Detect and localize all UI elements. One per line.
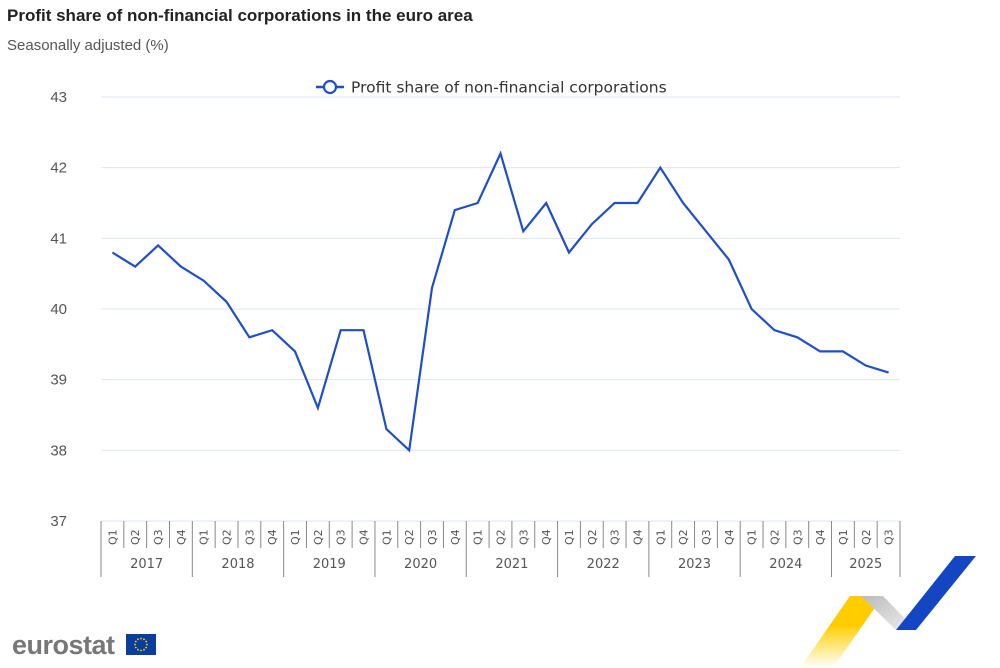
year-label: 2025 <box>849 557 882 572</box>
year-label: 2024 <box>769 557 802 572</box>
quarter-label: Q2 <box>221 529 234 545</box>
legend-marker-icon <box>322 79 338 95</box>
quarter-label: Q4 <box>723 529 736 545</box>
quarter-label: Q2 <box>495 529 508 545</box>
quarter-label: Q4 <box>631 529 644 545</box>
quarter-label: Q3 <box>335 529 348 545</box>
y-tick-label: 42 <box>50 160 67 177</box>
quarter-label: Q1 <box>198 529 211 545</box>
quarter-label: Q3 <box>791 529 804 545</box>
quarter-label: Q4 <box>814 529 827 545</box>
quarter-label: Q3 <box>152 529 165 545</box>
quarter-label: Q2 <box>129 529 142 545</box>
year-label: 2020 <box>404 557 437 572</box>
quarter-label: Q1 <box>654 529 667 545</box>
quarter-label: Q4 <box>358 529 371 545</box>
quarter-label: Q1 <box>837 529 850 545</box>
year-label: 2017 <box>130 557 163 572</box>
year-label: 2018 <box>221 557 254 572</box>
quarter-label: Q1 <box>106 529 119 545</box>
quarter-label: Q3 <box>700 529 713 545</box>
year-label: 2022 <box>587 557 620 572</box>
quarter-label: Q2 <box>860 529 873 545</box>
eu-flag-icon <box>126 634 156 655</box>
y-tick-label: 38 <box>50 442 67 459</box>
quarter-label: Q4 <box>175 529 188 545</box>
eurostat-logo: eurostat <box>12 630 115 660</box>
quarter-label: Q2 <box>312 529 325 545</box>
quarter-label: Q2 <box>403 529 416 545</box>
quarter-label: Q3 <box>243 529 256 545</box>
quarter-label: Q1 <box>746 529 759 545</box>
quarter-label: Q1 <box>563 529 576 545</box>
year-label: 2021 <box>495 557 528 572</box>
quarter-label: Q1 <box>380 529 393 545</box>
quarter-label: Q3 <box>609 529 622 545</box>
chart-subtitle: Seasonally adjusted (%) <box>7 37 169 54</box>
quarter-label: Q2 <box>677 529 690 545</box>
quarter-label: Q3 <box>426 529 439 545</box>
year-label: 2023 <box>678 557 711 572</box>
quarter-label: Q3 <box>883 529 896 545</box>
legend-label[interactable]: Profit share of non-financial corporatio… <box>351 79 667 97</box>
y-tick-label: 41 <box>50 230 67 247</box>
y-tick-label: 37 <box>50 513 67 530</box>
y-tick-label: 39 <box>50 372 67 389</box>
quarter-label: Q1 <box>289 529 302 545</box>
quarter-label: Q4 <box>449 529 462 545</box>
y-tick-label: 43 <box>50 89 67 106</box>
quarter-label: Q3 <box>517 529 530 545</box>
quarter-label: Q4 <box>266 529 279 545</box>
quarter-label: Q2 <box>768 529 781 545</box>
year-label: 2019 <box>313 557 346 572</box>
y-tick-label: 40 <box>50 301 67 318</box>
quarter-label: Q2 <box>586 529 599 545</box>
quarter-label: Q1 <box>472 529 485 545</box>
data-series-line[interactable] <box>111 150 889 453</box>
chart-title: Profit share of non-financial corporatio… <box>7 6 473 25</box>
quarter-label: Q4 <box>540 529 553 545</box>
